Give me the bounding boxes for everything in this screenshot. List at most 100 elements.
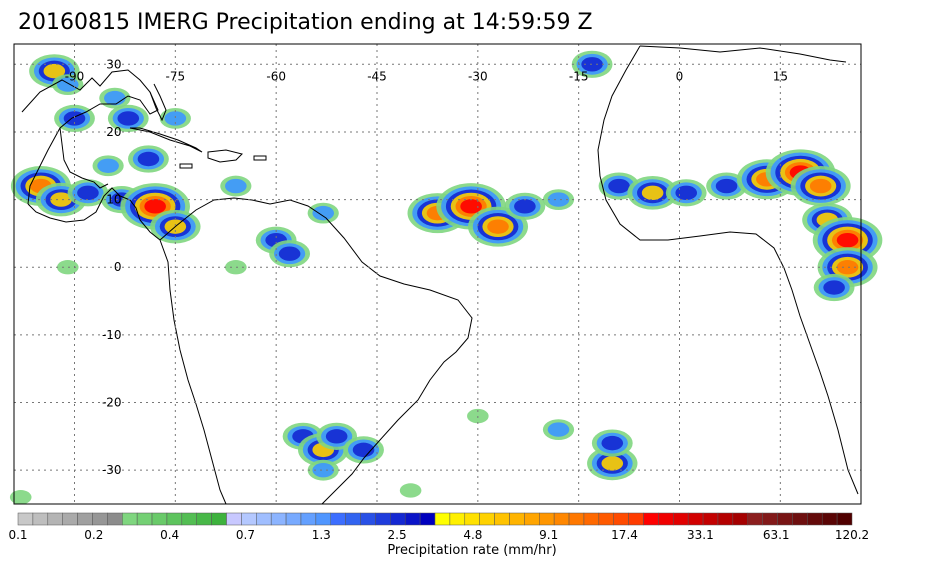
precip-cell (50, 192, 72, 207)
precipitation-layer (9, 50, 883, 505)
coastline-africa (597, 45, 859, 495)
colorbar-swatch (360, 512, 376, 526)
precip-cell (601, 456, 624, 471)
colorbar-swatch (807, 512, 823, 526)
colorbar-swatch (92, 512, 108, 526)
precip-cell (836, 232, 859, 248)
map-title: 20160815 IMERG Precipitation ending at 1… (18, 10, 593, 35)
lat-tick-label: 0 (114, 260, 122, 274)
colorbar-swatch (285, 512, 302, 526)
colorbar-tick-label: 0.7 (236, 528, 255, 542)
colorbar-swatch (836, 512, 853, 526)
colorbar-swatch (673, 512, 689, 526)
colorbar-swatch (702, 512, 719, 526)
lat-tick-label: -30 (102, 463, 122, 477)
precip-cell (164, 111, 187, 126)
lon-tick-label: -15 (569, 70, 589, 84)
coastline-mediterranean (639, 45, 847, 63)
coastline-gulf-of-mexico (21, 69, 159, 205)
coastline-yucatan (27, 187, 161, 241)
graticule-labels: -90 -75 -60 -45 -30 -15 0 15 30 20 10 0 -10 -20 -30 (65, 57, 788, 477)
coastline-cuba (129, 127, 203, 153)
colorbar-swatch (762, 512, 778, 526)
coastline-central-america (59, 127, 109, 189)
colorbar-swatch (330, 512, 346, 526)
colorbar-swatch (226, 512, 242, 526)
colorbar-swatch (643, 512, 659, 526)
coastline-south-america (159, 197, 473, 505)
colorbar-swatch (32, 512, 49, 526)
coastline-south-america-west (159, 239, 227, 505)
colorbar-tick-label: 9.1 (539, 528, 558, 542)
precip-cell (225, 260, 247, 275)
colorbar-swatch (241, 512, 257, 526)
colorbar-swatch (628, 512, 644, 526)
lon-tick-label: -30 (468, 70, 488, 84)
colorbar-swatch (449, 512, 466, 526)
precip-cell (823, 280, 845, 295)
colorbar-swatch (539, 512, 555, 526)
colorbar-swatch (598, 512, 614, 526)
coastline-jamaica (179, 163, 193, 169)
colorbar-tick-label: 63.1 (763, 528, 790, 542)
colorbar-swatch (434, 512, 451, 526)
colorbar-tick-label: 4.8 (463, 528, 482, 542)
colorbar-swatch (256, 512, 272, 526)
colorbar-tick-labels: 0.1 0.2 0.4 0.7 1.3 2.5 4.8 9.1 17.4 33.1 63.1 120.… (8, 528, 869, 542)
precip-cell (77, 185, 99, 201)
precip-cell (325, 429, 348, 444)
colorbar-swatch (181, 512, 197, 526)
lon-tick-label: -60 (266, 70, 286, 84)
lon-tick-label: -90 (65, 70, 85, 84)
precip-cell (104, 90, 126, 106)
colorbar-swatch (419, 512, 436, 526)
colorbar-tick-label: 0.4 (160, 528, 179, 542)
colorbar-swatch (300, 512, 317, 526)
precip-cell (836, 260, 859, 275)
colorbar-swatch (583, 512, 600, 526)
coastlines (21, 45, 859, 505)
precip-cell (809, 178, 832, 194)
colorbar-tick-label: 0.2 (84, 528, 103, 542)
colorbar-swatch (732, 512, 748, 526)
colorbar-swatch (211, 512, 227, 526)
colorbar-swatch (613, 512, 629, 526)
colorbar-swatch (390, 512, 406, 526)
colorbar-tick-label: 2.5 (388, 528, 407, 542)
colorbar-swatch (196, 512, 212, 526)
colorbar-swatch (151, 512, 168, 526)
colorbar-swatch (345, 512, 361, 526)
precip-cell (117, 111, 140, 126)
map-plot-area: -90 -75 -60 -45 -30 -15 0 15 30 20 10 0 -10 -20 -30 (9, 43, 883, 505)
colorbar-swatch (77, 512, 93, 526)
colorbar-swatch (47, 512, 63, 526)
precip-cell (487, 219, 509, 234)
precip-cell (9, 490, 32, 505)
precip-cell (56, 77, 79, 92)
precip-cell (97, 158, 119, 173)
coastline-florida (149, 83, 167, 122)
lat-tick-label: -10 (102, 328, 122, 342)
colorbar-swatch (568, 512, 585, 526)
colorbar-swatch (777, 512, 793, 526)
lon-tick-label: 15 (773, 70, 788, 84)
precip-cell (547, 422, 570, 437)
colorbar-swatch (404, 512, 421, 526)
colorbar-tick-label: 120.2 (835, 528, 869, 542)
colorbar-swatch (747, 512, 763, 526)
lat-tick-label: 10 (106, 193, 121, 207)
colorbar-swatch (17, 512, 34, 526)
precip-cell (137, 151, 160, 167)
colorbar-tick-label: 33.1 (687, 528, 714, 542)
lon-tick-label: 0 (676, 70, 684, 84)
precip-cell (460, 199, 482, 214)
colorbar-swatch (687, 512, 704, 526)
coastline-hispaniola (207, 149, 243, 163)
colorbar-tick-label: 17.4 (611, 528, 638, 542)
lat-tick-label: -20 (102, 396, 122, 410)
colorbar-swatch (62, 512, 78, 526)
lon-tick-label: -45 (367, 70, 387, 84)
precip-cell (278, 246, 301, 261)
lon-tick-label: -75 (166, 70, 186, 84)
